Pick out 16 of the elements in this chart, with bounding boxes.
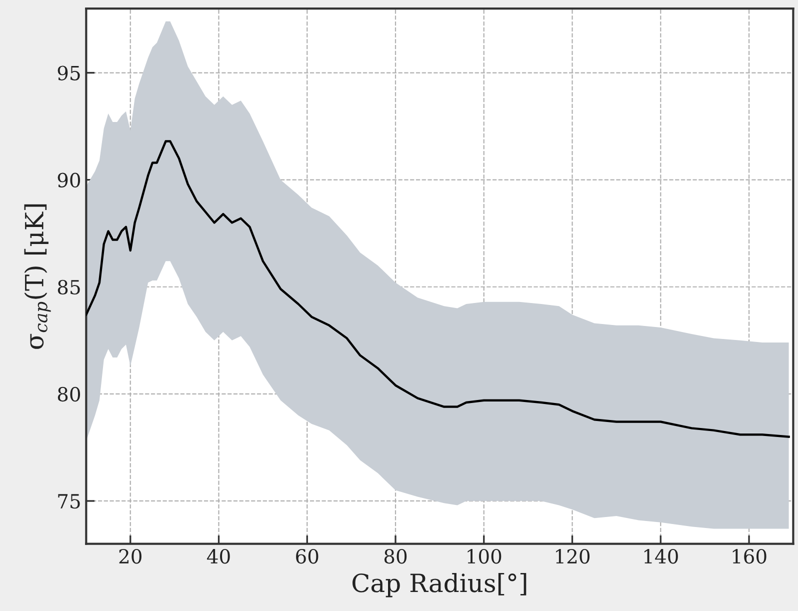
y-axis-title: σ$_{cap}$(T) [μK] <box>24 204 51 349</box>
x-axis-title: Cap Radius[°] <box>352 573 526 598</box>
y-tick-label: 75 <box>58 494 80 509</box>
line-series <box>86 140 790 438</box>
x-tick-label: 40 <box>206 548 230 564</box>
x-tick-label: 120 <box>556 548 590 564</box>
x-tick-label: 160 <box>732 548 766 564</box>
x-tick-label: 20 <box>119 548 142 564</box>
x-tick-label: 100 <box>468 548 502 564</box>
x-tick-label: 80 <box>384 548 407 564</box>
y-tick-label: 90 <box>58 172 80 188</box>
y-tick-label: 80 <box>58 386 80 402</box>
y-tick-label: 85 <box>58 280 80 295</box>
x-tick-label: 60 <box>296 548 318 564</box>
y-tick-label: 95 <box>58 66 80 80</box>
x-tick-label: 140 <box>644 548 678 564</box>
